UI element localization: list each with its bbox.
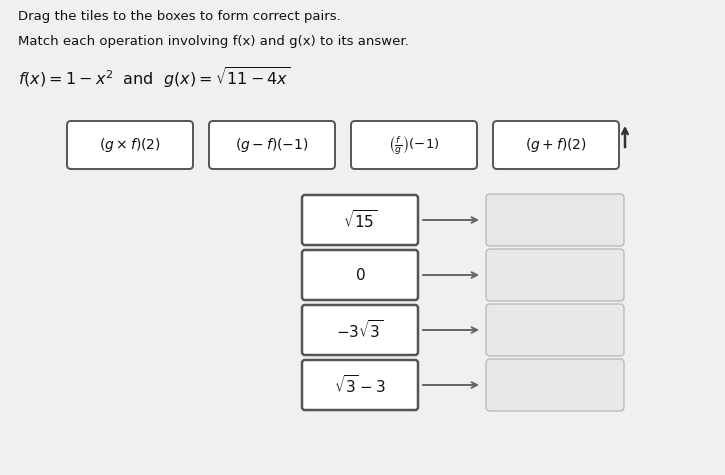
Text: $\sqrt{15}$: $\sqrt{15}$ <box>343 209 377 231</box>
FancyBboxPatch shape <box>302 195 418 245</box>
FancyBboxPatch shape <box>67 121 193 169</box>
FancyBboxPatch shape <box>302 250 418 300</box>
Text: $\left(\frac{f}{g}\right)(-1)$: $\left(\frac{f}{g}\right)(-1)$ <box>389 134 440 156</box>
Text: $(g - f)(-1)$: $(g - f)(-1)$ <box>235 136 309 154</box>
FancyBboxPatch shape <box>302 305 418 355</box>
Text: $(g \times f)(2)$: $(g \times f)(2)$ <box>99 136 161 154</box>
FancyBboxPatch shape <box>493 121 619 169</box>
FancyBboxPatch shape <box>486 359 624 411</box>
Text: Drag the tiles to the boxes to form correct pairs.: Drag the tiles to the boxes to form corr… <box>18 10 341 23</box>
Text: $(g + f)(2)$: $(g + f)(2)$ <box>525 136 587 154</box>
FancyBboxPatch shape <box>486 249 624 301</box>
FancyBboxPatch shape <box>486 304 624 356</box>
Text: Match each operation involving f(x) and g(x) to its answer.: Match each operation involving f(x) and … <box>18 35 409 48</box>
Text: $f(x) = 1 - x^2$  and  $g(x) = \sqrt{11 - 4x}$: $f(x) = 1 - x^2$ and $g(x) = \sqrt{11 - … <box>18 65 290 90</box>
FancyBboxPatch shape <box>209 121 335 169</box>
FancyBboxPatch shape <box>302 360 418 410</box>
Text: $\sqrt{3} - 3$: $\sqrt{3} - 3$ <box>334 374 386 396</box>
Text: $0$: $0$ <box>355 267 365 283</box>
Text: $-3\sqrt{3}$: $-3\sqrt{3}$ <box>336 319 384 341</box>
FancyBboxPatch shape <box>351 121 477 169</box>
FancyBboxPatch shape <box>486 194 624 246</box>
